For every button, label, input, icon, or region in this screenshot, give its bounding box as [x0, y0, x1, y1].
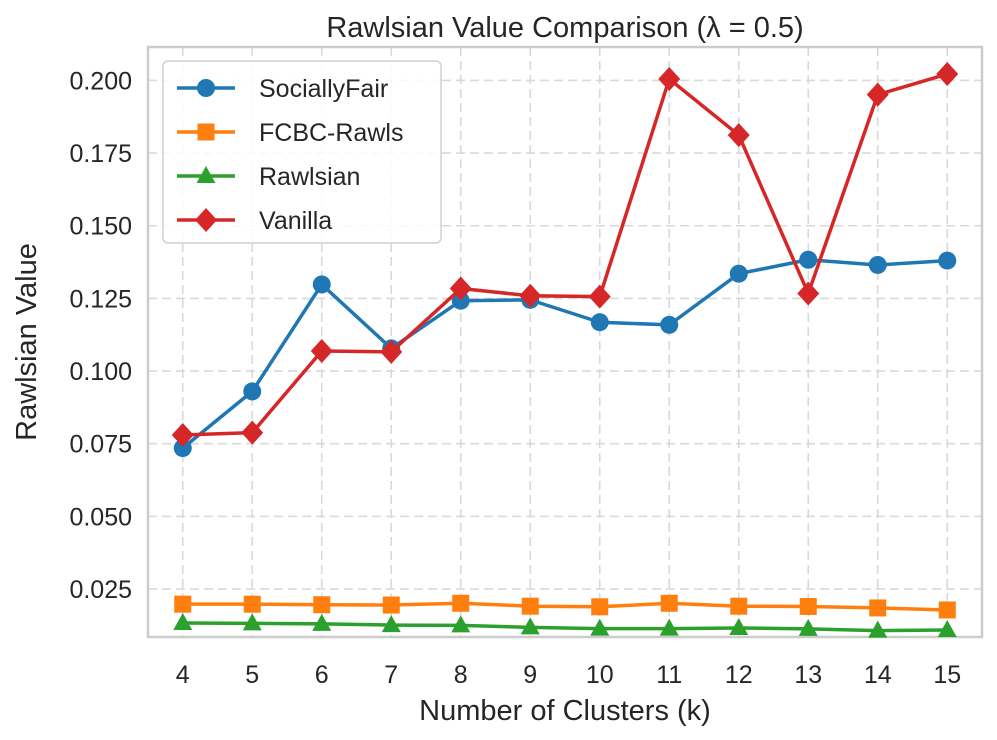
legend-box	[162, 60, 442, 244]
data-point-rawlsian	[590, 618, 610, 636]
series-line-fcbc-rawls	[182, 601, 948, 612]
y-axis-label: Rawlsian Value	[11, 243, 43, 441]
data-point-rawlsian	[520, 617, 540, 635]
data-point-sociallyfair	[729, 264, 748, 283]
data-point-fcbc-rawls	[591, 598, 609, 616]
legend-label-fcbc-rawls: FCBC-Rawls	[259, 119, 403, 147]
series-vanilla	[171, 62, 959, 448]
y-tick-label: 0.175	[69, 140, 132, 168]
data-point-fcbc-rawls	[869, 599, 887, 617]
x-tick-label: 12	[725, 661, 753, 689]
series-line-vanilla	[182, 72, 948, 437]
legend-label-rawlsian: Rawlsian	[259, 163, 360, 191]
data-point-vanilla	[519, 283, 542, 308]
data-point-fcbc-rawls	[174, 595, 192, 613]
x-tick-label: 7	[384, 661, 398, 689]
legend-label-sociallyfair: SociallyFair	[259, 75, 388, 103]
data-point-vanilla	[380, 339, 403, 364]
data-point-fcbc-rawls	[382, 596, 400, 614]
data-point-sociallyfair	[312, 275, 331, 294]
y-tick-label: 0.050	[69, 503, 132, 531]
data-point-fcbc-rawls	[313, 596, 331, 614]
series-sociallyfair	[173, 250, 957, 458]
x-tick-label: 14	[864, 661, 892, 689]
legend-item-rawlsian: Rawlsian	[177, 163, 360, 191]
y-tick-label: 0.150	[69, 213, 132, 241]
legend-item-sociallyfair: SociallyFair	[177, 75, 388, 103]
legend-item-vanilla: Vanilla	[177, 207, 332, 235]
data-point-fcbc-rawls	[521, 597, 539, 615]
data-point-sociallyfair	[868, 255, 887, 274]
data-point-rawlsian	[798, 618, 818, 636]
x-tick-label: 6	[315, 661, 329, 689]
data-point-vanilla	[727, 123, 750, 148]
data-point-rawlsian	[173, 613, 193, 631]
data-point-fcbc-rawls	[452, 594, 470, 612]
y-tick-label: 0.200	[69, 67, 132, 95]
data-point-sociallyfair	[938, 251, 957, 270]
legend-marker-vanilla	[195, 208, 217, 232]
data-point-sociallyfair	[590, 313, 609, 332]
series-rawlsian	[173, 613, 957, 638]
legend-marker-rawlsian	[196, 166, 216, 183]
data-point-vanilla	[866, 82, 889, 107]
y-tick-label: 0.075	[69, 431, 132, 459]
data-point-rawlsian	[451, 615, 471, 633]
data-point-fcbc-rawls	[243, 595, 261, 613]
data-point-fcbc-rawls	[660, 594, 678, 612]
data-point-vanilla	[241, 420, 264, 445]
data-point-vanilla	[797, 281, 820, 306]
data-point-rawlsian	[937, 620, 957, 638]
y-tick-label: 0.100	[69, 358, 132, 386]
series-line-sociallyfair	[181, 257, 948, 450]
y-tick-label: 0.025	[69, 576, 132, 604]
x-tick-label: 15	[933, 661, 961, 689]
data-point-sociallyfair	[243, 382, 262, 401]
data-point-rawlsian	[242, 613, 262, 631]
data-point-vanilla	[658, 66, 681, 91]
data-point-rawlsian	[659, 618, 679, 636]
y-axis-ticks: 0.025 0.050 0.075 0.100 0.125 0.150 0.175 0.200	[69, 67, 132, 604]
legend: SociallyFair FCBC-Rawls Rawlsian Vanilla	[162, 60, 442, 244]
x-tick-label: 4	[176, 661, 190, 689]
chart-title: Rawlsian Value Comparison (λ = 0.5)	[326, 12, 803, 44]
x-tick-label: 8	[454, 661, 468, 689]
data-point-sociallyfair	[173, 439, 192, 458]
data-point-vanilla	[588, 284, 611, 309]
data-point-rawlsian	[868, 620, 888, 638]
data-point-vanilla	[936, 62, 959, 87]
data-point-rawlsian	[381, 615, 401, 633]
x-tick-label: 5	[245, 661, 259, 689]
legend-marker-fcbc-rawls	[197, 123, 215, 141]
x-tick-label: 9	[523, 661, 537, 689]
x-axis-label: Number of Clusters (k)	[419, 695, 711, 727]
data-point-vanilla	[449, 276, 472, 301]
series-line-rawlsian	[182, 621, 948, 633]
legend-label-vanilla: Vanilla	[259, 207, 332, 235]
x-axis-ticks: 4 5 6 7 8 9 10 11 12 13 14 15	[176, 661, 961, 689]
y-tick-label: 0.125	[69, 285, 132, 313]
data-point-vanilla	[310, 339, 333, 364]
data-point-sociallyfair	[799, 250, 818, 269]
data-point-fcbc-rawls	[799, 597, 817, 615]
x-tick-label: 10	[586, 661, 614, 689]
data-point-fcbc-rawls	[730, 597, 748, 615]
data-point-vanilla	[171, 423, 194, 448]
series-layer	[171, 62, 959, 638]
x-tick-label: 13	[794, 661, 822, 689]
data-point-sociallyfair	[660, 315, 679, 334]
data-point-sociallyfair	[451, 291, 470, 310]
x-tick-label: 11	[656, 661, 682, 689]
legend-marker-sociallyfair	[197, 79, 215, 97]
legend-item-fcbc-rawls: FCBC-Rawls	[177, 119, 403, 147]
series-fcbc-rawls	[174, 594, 956, 619]
data-point-rawlsian	[729, 617, 749, 635]
plot-frame	[146, 45, 984, 639]
data-point-rawlsian	[312, 613, 332, 631]
data-point-fcbc-rawls	[938, 601, 956, 619]
